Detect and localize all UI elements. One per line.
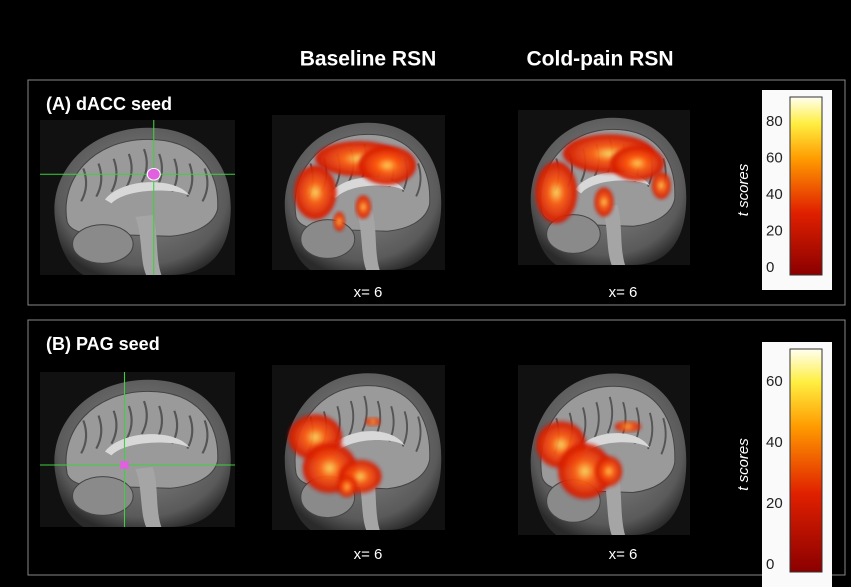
brain-slice bbox=[272, 115, 445, 270]
colorbar-tick: 0 bbox=[766, 259, 774, 276]
activation bbox=[615, 421, 642, 432]
activation bbox=[356, 195, 371, 218]
colorbar-tick: 60 bbox=[766, 373, 783, 390]
colorbar-label: t scores bbox=[735, 163, 752, 216]
coordinate-label: x= 6 bbox=[354, 546, 383, 563]
seed-marker bbox=[147, 168, 160, 180]
panel-label: (B) PAG seed bbox=[46, 334, 160, 354]
brain-slice bbox=[518, 110, 690, 265]
activation bbox=[594, 188, 613, 217]
coordinate-label: x= 6 bbox=[609, 284, 638, 301]
cerebellum bbox=[73, 225, 134, 264]
activation bbox=[337, 476, 356, 497]
colorbar-tick: 80 bbox=[766, 113, 783, 130]
activation bbox=[359, 146, 417, 185]
coordinate-label: x= 6 bbox=[609, 546, 638, 563]
cerebellum bbox=[301, 220, 355, 259]
seed-marker bbox=[120, 461, 129, 469]
activation bbox=[652, 172, 671, 199]
colorbar-tick: 40 bbox=[766, 186, 783, 203]
brain-slice bbox=[40, 372, 235, 527]
activation bbox=[365, 418, 380, 426]
colorbar bbox=[790, 349, 822, 572]
activation bbox=[595, 456, 622, 486]
colorbar-tick: 20 bbox=[766, 495, 783, 512]
coordinate-label: x= 6 bbox=[354, 284, 383, 301]
colorbar bbox=[790, 97, 822, 275]
column-header: Baseline RSN bbox=[300, 48, 437, 71]
panel-label: (A) dACC seed bbox=[46, 94, 172, 114]
colorbar-tick: 40 bbox=[766, 434, 783, 451]
figure: Baseline RSN Cold-pain RSN (A) dACC seed x=… bbox=[0, 0, 851, 587]
column-header: Cold-pain RSN bbox=[527, 48, 674, 71]
brain-slice bbox=[272, 365, 445, 530]
activation bbox=[334, 212, 346, 231]
colorbar-tick: 20 bbox=[766, 222, 783, 239]
brain-slice bbox=[40, 120, 235, 275]
activation bbox=[535, 161, 577, 223]
activation bbox=[294, 165, 336, 219]
colorbar-label: t scores bbox=[735, 438, 752, 491]
colorbar-tick: 60 bbox=[766, 149, 783, 166]
brain-slice bbox=[518, 365, 690, 535]
colorbar-tick: 0 bbox=[766, 556, 774, 573]
